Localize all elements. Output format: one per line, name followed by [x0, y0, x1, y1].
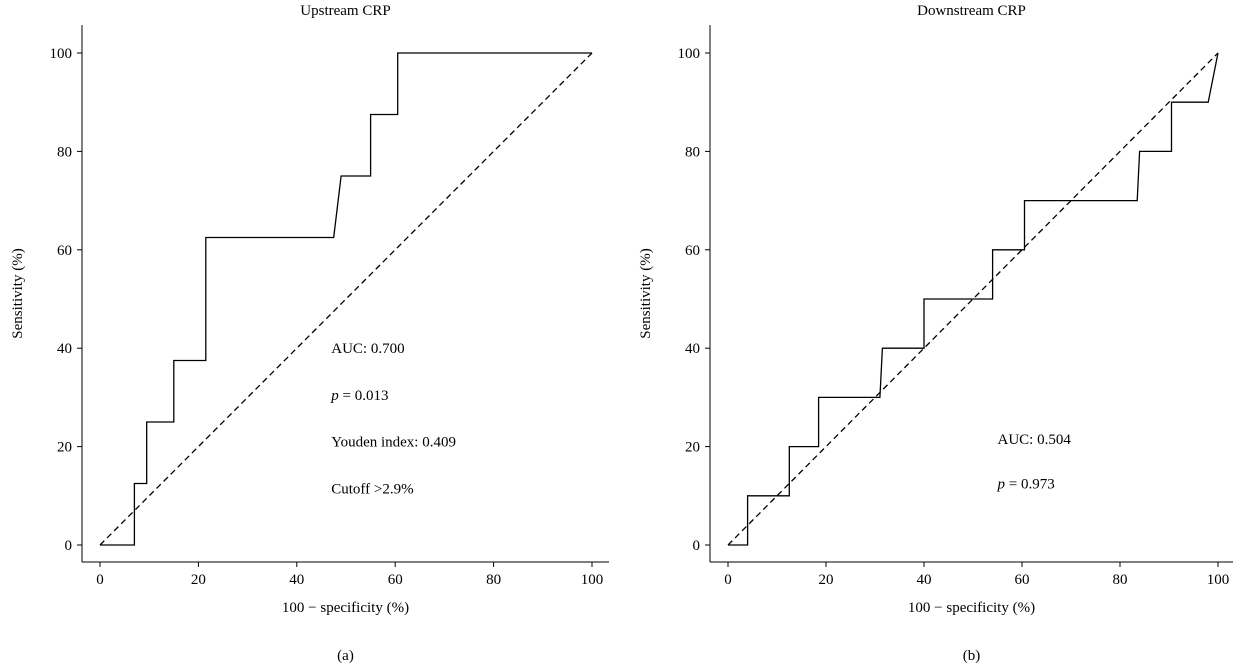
- panel-label: (b): [963, 648, 981, 664]
- y-tick-label: 80: [685, 144, 700, 160]
- x-tick-label: 40: [289, 572, 304, 588]
- roc-curve: [728, 52, 1219, 546]
- y-axis-label: Sensitivity (%): [10, 248, 26, 338]
- y-tick-label: 80: [57, 144, 72, 160]
- chart-panel-2: Downstream CRP 0 20 40 60 80 100 0 20 40 60 80 100 10…: [638, 3, 1233, 664]
- x-tick-label: 0: [96, 572, 104, 588]
- roc-curve: [100, 52, 592, 546]
- annotation-text: AUC: 0.700: [331, 341, 404, 357]
- x-axis-label: 100 − specificity (%): [908, 600, 1035, 616]
- x-tick-label: 20: [819, 572, 834, 588]
- annotation-text: Youden index: 0.409: [331, 435, 456, 451]
- x-tick-label: 80: [1113, 572, 1128, 588]
- y-tick-label: 100: [678, 46, 701, 62]
- y-tick-label: 40: [57, 341, 72, 357]
- x-tick-label: 60: [388, 572, 403, 588]
- y-tick-label: 0: [65, 538, 73, 554]
- annotation-value: = 0.973: [1005, 476, 1055, 492]
- y-tick-label: 20: [685, 440, 700, 456]
- p-symbol: p: [997, 476, 1006, 492]
- y-tick-label: 40: [685, 341, 700, 357]
- x-tick-label: 40: [917, 572, 932, 588]
- x-tick-label: 0: [724, 572, 732, 588]
- x-tick-label: 100: [1207, 572, 1230, 588]
- chart-panel-1: Upstream CRP 0 20 40 60 80 100 0 20 40 60 80 100 100 …: [10, 3, 609, 664]
- x-tick-label: 20: [191, 572, 206, 588]
- annotation-text: p = 0.013: [330, 388, 388, 404]
- chart-title: Upstream CRP: [300, 3, 390, 19]
- annotation-text: p = 0.973: [997, 476, 1055, 492]
- y-axis-label: Sensitivity (%): [638, 248, 654, 338]
- x-axis-label: 100 − specificity (%): [282, 600, 409, 616]
- y-tick-label: 60: [57, 243, 72, 259]
- annotation-text: AUC: 0.504: [998, 432, 1072, 448]
- x-tick-label: 80: [486, 572, 501, 588]
- y-tick-label: 60: [685, 243, 700, 259]
- p-symbol: p: [330, 388, 339, 404]
- chart-title: Downstream CRP: [917, 3, 1026, 19]
- annotation-value: = 0.013: [339, 388, 389, 404]
- y-tick-label: 20: [57, 440, 72, 456]
- reference-diagonal-line: [99, 52, 593, 546]
- reference-diagonal-line: [727, 52, 1219, 546]
- y-tick-label: 100: [50, 46, 73, 62]
- annotation-text: Cutoff >2.9%: [331, 481, 413, 497]
- panel-label: (a): [337, 648, 354, 664]
- x-tick-label: 60: [1015, 572, 1030, 588]
- y-tick-label: 0: [693, 538, 701, 554]
- x-tick-label: 100: [581, 572, 604, 588]
